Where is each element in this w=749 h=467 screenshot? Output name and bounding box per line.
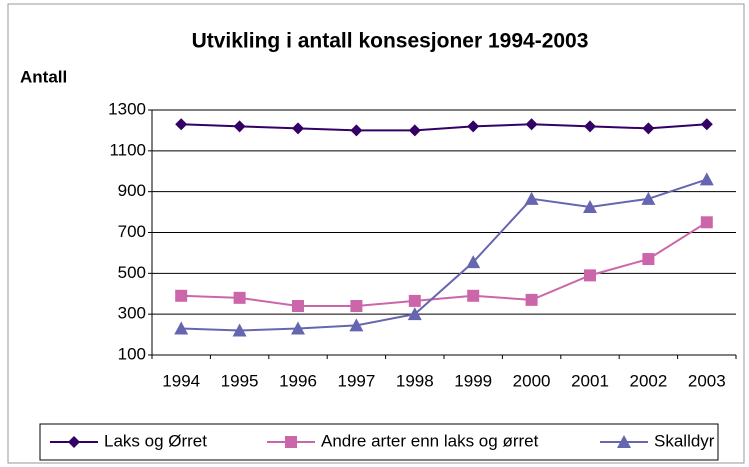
y-tick-label: 300 [118,304,146,323]
marker [642,122,655,135]
marker [524,191,539,205]
marker [525,293,538,306]
series-line [181,221,708,307]
marker [292,122,304,135]
x-tick-label: 2003 [688,371,726,390]
marker [407,307,422,321]
x-tick-label: 1999 [454,371,492,390]
marker [525,118,538,131]
marker [408,294,421,307]
marker [68,436,80,448]
marker [408,124,421,137]
marker [583,199,597,213]
marker [350,300,363,312]
marker [175,289,188,302]
marker [232,323,247,337]
y-tick-label: 1100 [109,140,146,159]
marker [285,436,297,448]
y-tick-label: 700 [118,222,146,241]
marker [641,191,656,205]
marker [699,172,714,186]
marker [467,289,480,302]
marker [700,216,713,229]
legend-label: Skalldyr [654,431,715,450]
marker [350,124,363,137]
x-tick-label: 1997 [337,371,375,390]
marker [467,120,480,133]
x-tick-label: 1996 [279,371,317,390]
marker [174,321,189,335]
y-tick-label: 1300 [108,99,146,118]
x-tick-label: 2000 [513,371,551,390]
legend-label: Andre arter enn laks og ørret [321,431,539,450]
marker [291,321,305,335]
marker [617,435,631,448]
marker [700,118,713,131]
series-line [181,123,707,132]
marker [584,120,596,133]
x-tick-label: 1995 [221,371,259,390]
x-tick-label: 1994 [162,371,200,390]
marker [233,291,246,304]
chart-border [7,3,745,464]
x-tick-label: 2002 [629,371,667,390]
marker [233,120,246,133]
marker [292,300,304,312]
y-axis-label: Antall [20,67,67,86]
marker [349,318,364,332]
marker [642,253,655,266]
x-tick-label: 1998 [396,371,434,390]
y-tick-label: 100 [118,344,146,363]
marker [175,118,188,131]
series-line [181,178,708,332]
legend-label: Laks og Ørret [104,431,207,450]
chart-title: Utvikling i antall konsesjoner 1994-2003 [192,30,589,53]
y-tick-label: 900 [118,181,146,200]
marker [466,255,481,269]
y-tick-label: 500 [118,263,146,282]
marker [584,269,596,282]
x-tick-label: 2001 [571,371,609,390]
